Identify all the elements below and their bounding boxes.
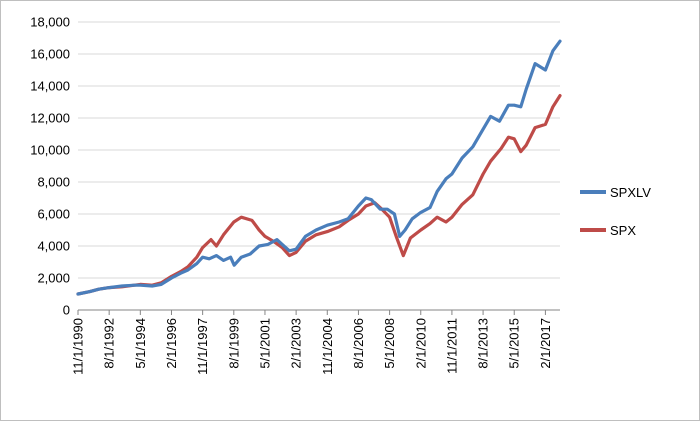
series-line-spxlv bbox=[76, 39, 562, 296]
y-tick-label: 14,000 bbox=[30, 79, 70, 94]
y-tick-label: 8,000 bbox=[37, 175, 70, 190]
x-tick-label: 8/1/2013 bbox=[476, 318, 491, 369]
y-tick-label: 10,000 bbox=[30, 143, 70, 158]
x-tick-label: 2/1/2017 bbox=[538, 318, 553, 369]
y-tick-label: 12,000 bbox=[30, 111, 70, 126]
y-tick-label: 0 bbox=[63, 303, 70, 318]
x-tick-label: 11/1/2011 bbox=[444, 318, 459, 374]
x-tick-label: 2/1/1996 bbox=[164, 318, 179, 369]
x-tick-label: 8/1/1999 bbox=[226, 318, 241, 369]
legend: SPXLV SPX bbox=[580, 185, 651, 238]
x-tick-label: 5/1/2008 bbox=[382, 318, 397, 369]
y-axis-tick-labels: 0 2,000 4,000 6,000 8,000 10,000 12,000 14,000 1… bbox=[30, 15, 70, 318]
y-tick-label: 6,000 bbox=[37, 207, 70, 222]
gridlines bbox=[78, 21, 560, 279]
y-tick-label: 18,000 bbox=[30, 15, 70, 30]
x-tick-label: 2/1/2010 bbox=[413, 318, 428, 369]
x-tick-label: 11/1/2004 bbox=[320, 318, 335, 375]
legend-label-spx: SPX bbox=[610, 223, 636, 238]
x-tick-label: 2/1/2003 bbox=[289, 318, 304, 369]
y-tick-label: 2,000 bbox=[37, 271, 70, 286]
x-tick-label: 5/1/2001 bbox=[257, 318, 272, 369]
series-line-spx bbox=[76, 93, 562, 296]
legend-label-spxlv: SPXLV bbox=[610, 185, 651, 200]
x-tick-label: 8/1/1992 bbox=[102, 318, 117, 369]
y-tick-label: 16,000 bbox=[30, 47, 70, 62]
x-tick-label: 11/1/1990 bbox=[71, 318, 86, 375]
x-tick-label: 8/1/2006 bbox=[351, 318, 366, 369]
x-tick-label: 5/1/1994 bbox=[133, 318, 148, 369]
x-tick-label: 5/1/2015 bbox=[507, 318, 522, 369]
x-tick-label: 11/1/1997 bbox=[195, 318, 210, 375]
x-axis-tick-labels: 11/1/1990 8/1/1992 5/1/1994 2/1/1996 11/1/19… bbox=[71, 318, 553, 375]
axes bbox=[77, 309, 560, 315]
y-tick-label: 4,000 bbox=[37, 239, 70, 254]
series-lines bbox=[76, 39, 562, 296]
